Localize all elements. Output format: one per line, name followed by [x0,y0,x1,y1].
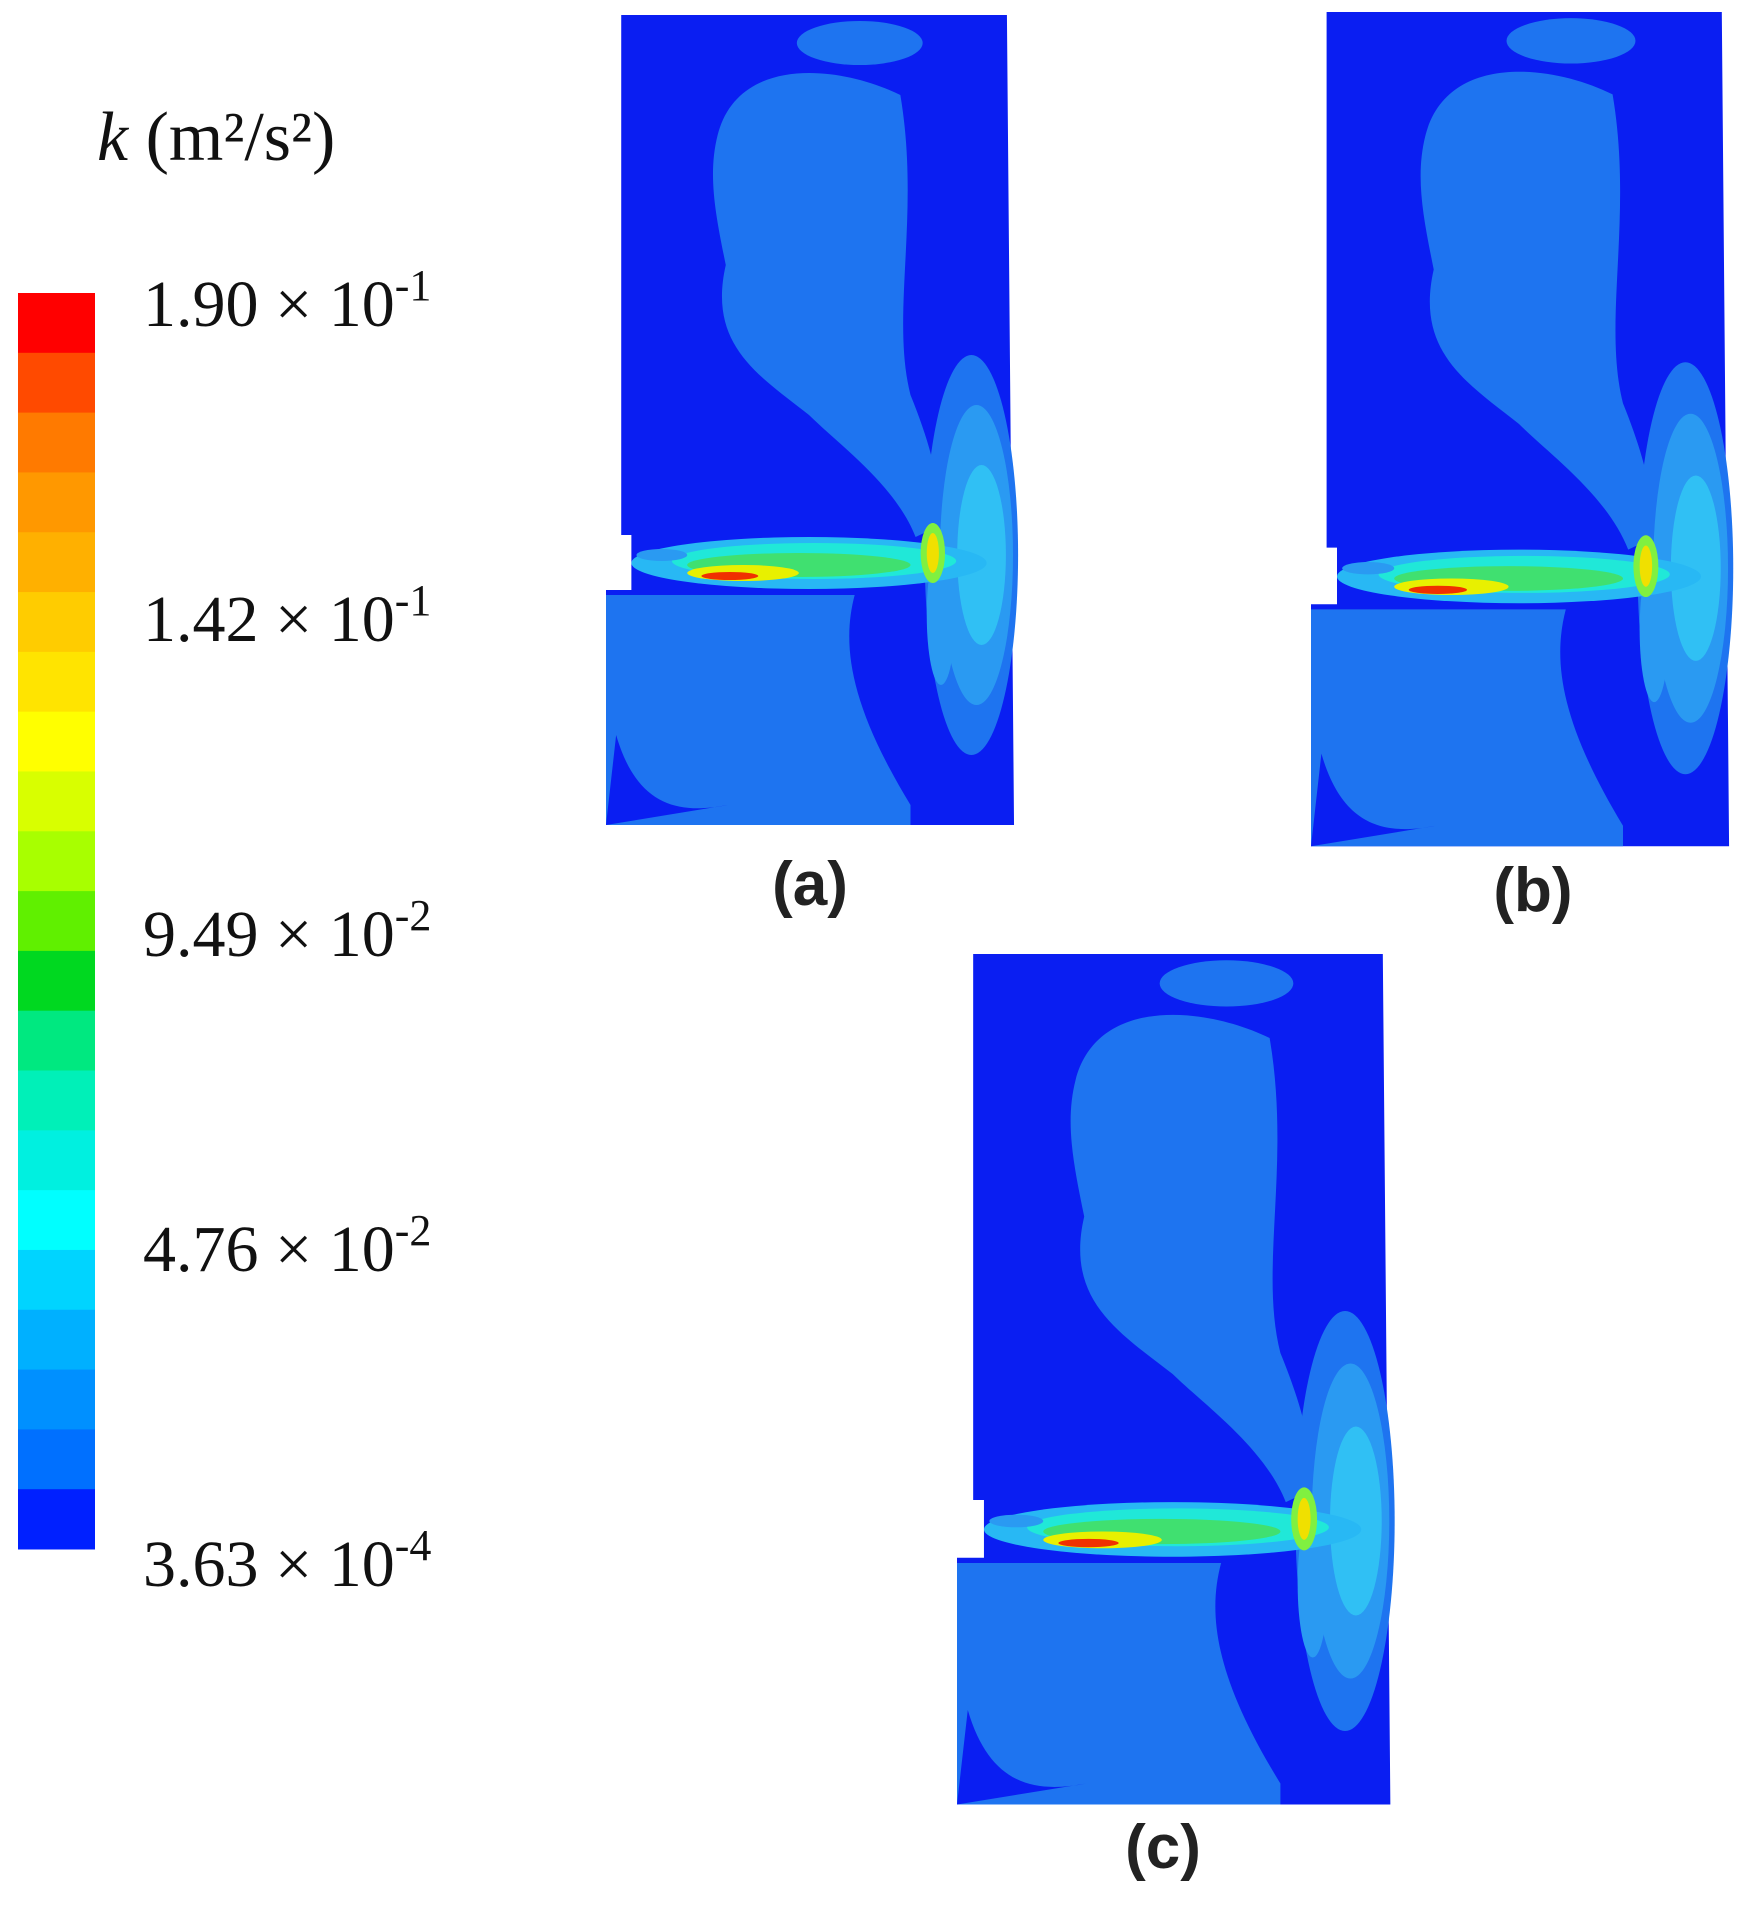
colorbar-band [18,412,95,473]
label-exponent: -1 [395,576,432,625]
colorbar-label: 4.76 × 10-2 [143,1206,431,1286]
colorbar-band [18,1489,95,1550]
colorbar-band [18,293,95,354]
panel-label: (a) [772,850,848,919]
colorbar-band [18,1309,95,1371]
colorbar-band [18,651,95,713]
colorbar-band [18,891,95,952]
colorbar-label: 3.63 × 10-4 [143,1521,431,1601]
colorbar-band [18,1249,95,1311]
colorbar-labels: 1.90 × 10-11.42 × 10-19.49 × 10-24.76 × … [143,261,431,1601]
colorbar-band [18,950,95,1012]
label-base: 1.42 × 10 [143,583,395,656]
legend-title: k (m²/s²) [97,99,335,176]
label-base: 9.49 × 10 [143,898,395,971]
colorbar-band [18,1130,95,1191]
colorbar-label: 1.90 × 10-1 [143,261,431,341]
colorbar-label: 9.49 × 10-2 [143,891,431,971]
panel-label: (b) [1493,856,1572,925]
colorbar-band [18,1190,95,1251]
contour-panel-b [1311,12,1734,847]
label-base: 4.76 × 10 [143,1213,395,1286]
colorbar-label: 1.42 × 10-1 [143,576,431,656]
legend-unit: (m²/s²) [146,99,336,176]
label-exponent: -2 [395,1206,432,1255]
colorbar-band [18,352,95,414]
colorbar-band [18,1429,95,1490]
label-exponent: -4 [395,1521,432,1570]
colorbar-band [18,1070,95,1131]
label-base: 3.63 × 10 [143,1528,395,1601]
colorbar [18,293,95,1550]
colorbar-band [18,532,95,593]
label-base: 1.90 × 10 [143,268,395,341]
colorbar-band [18,592,95,653]
contour-panel-c [957,954,1395,1805]
contour-panel-a [606,15,1019,825]
label-exponent: -2 [395,891,432,940]
colorbar-band [18,831,95,892]
colorbar-band [18,771,95,832]
legend-variable: k [97,99,130,176]
colorbar-band [18,472,95,533]
colorbar-band [18,1369,95,1430]
label-exponent: -1 [395,261,432,310]
colorbar-band [18,1010,95,1072]
colorbar-band [18,711,95,772]
panel-label: (c) [1125,1813,1201,1882]
